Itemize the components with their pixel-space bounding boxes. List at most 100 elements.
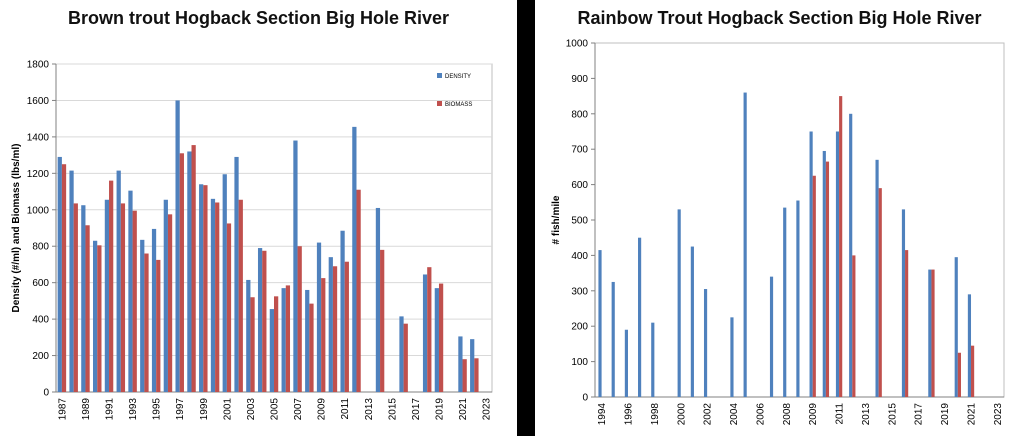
bar-density — [422, 274, 428, 392]
legend-swatch — [437, 101, 442, 106]
bar-density — [128, 190, 133, 392]
bar-density — [434, 288, 439, 392]
y-tick-label: 600 — [32, 278, 49, 289]
bar-series-0 — [954, 257, 958, 397]
bar-density — [375, 207, 381, 392]
bar-density — [163, 199, 168, 392]
x-tick-label: 2006 — [755, 403, 766, 426]
x-tick-label: 2000 — [676, 403, 687, 426]
bar-biomass — [238, 199, 243, 392]
rainbow-trout-chart: 0 100 200 300 400 500 600 700 800 900 1000 # fish/m… — [551, 39, 1005, 426]
rainbow-trout-panel: Rainbow Trout Hogback Section Big Hole R… — [535, 0, 1024, 436]
bar-series-1 — [878, 188, 882, 397]
bar-density — [93, 240, 98, 392]
x-tick-label: 1997 — [175, 398, 186, 421]
bar-biomass — [403, 323, 408, 392]
y-tick-label: 100 — [571, 357, 588, 368]
bar-density — [352, 126, 357, 392]
bar-density — [328, 257, 333, 392]
bar-biomass — [438, 283, 444, 392]
bar-density — [340, 230, 345, 392]
bar-density — [257, 248, 263, 392]
bar-density — [293, 140, 298, 392]
x-tick-label: 1987 — [57, 398, 68, 421]
x-tick-label: 2011 — [340, 398, 351, 420]
bar-biomass — [61, 164, 67, 392]
bar-density — [269, 309, 274, 392]
bar-series-0 — [901, 209, 906, 397]
bar-density — [470, 339, 475, 392]
x-tick-label: 2009 — [317, 398, 328, 421]
bar-density — [151, 228, 157, 392]
bar-biomass — [226, 223, 232, 392]
y-tick-label: 400 — [571, 251, 588, 262]
bar-biomass — [462, 359, 467, 392]
chart-title: Rainbow Trout Hogback Section Big Hole R… — [577, 8, 982, 28]
bar-density — [69, 170, 74, 392]
bar-series-1 — [931, 269, 935, 397]
x-tick-label: 2009 — [808, 403, 819, 426]
bar-biomass — [356, 189, 361, 392]
x-tick-label: 1996 — [623, 403, 634, 426]
bar-biomass — [109, 180, 114, 392]
bar-density — [458, 336, 463, 392]
bar-density — [199, 184, 204, 392]
bar-series-0 — [743, 92, 747, 397]
y-tick-label: 1000 — [566, 39, 589, 50]
bar-biomass — [215, 202, 220, 392]
bar-biomass — [120, 203, 126, 392]
x-tick-label: 1994 — [597, 403, 608, 426]
bar-density — [316, 242, 322, 392]
legend-label: DENSITY — [445, 74, 471, 80]
bar-series-0 — [809, 131, 813, 397]
bar-series-0 — [730, 317, 734, 397]
y-tick-label: 900 — [571, 74, 588, 85]
bar-series-0 — [611, 281, 615, 397]
bar-series-0 — [624, 329, 628, 397]
bar-series-1 — [812, 175, 816, 397]
x-tick-label: 2007 — [293, 398, 304, 421]
x-tick-label: 2015 — [887, 403, 898, 426]
y-tick-label: 500 — [571, 216, 588, 227]
x-tick-label: 2023 — [993, 403, 1004, 426]
y-tick-label: 1600 — [27, 96, 50, 107]
bar-density — [246, 279, 251, 392]
y-tick-label: 1400 — [27, 132, 50, 143]
x-tick-label: 2011 — [835, 403, 846, 425]
x-tick-label: 1998 — [650, 403, 661, 426]
bar-series-0 — [651, 322, 655, 397]
bar-series-0 — [783, 207, 787, 397]
bar-biomass — [250, 297, 255, 392]
y-axis-label: Density (#/ml) and Biomass (lbs/ml) — [11, 144, 22, 313]
bar-biomass — [179, 153, 184, 392]
bar-biomass — [380, 249, 385, 392]
bar-density — [57, 156, 62, 392]
brown-trout-chart: 0 200 400 600 800 1000 1200 1400 1600 1800 Density… — [11, 60, 493, 421]
y-tick-label: 0 — [43, 388, 49, 399]
x-tick-label: 2021 — [458, 398, 469, 421]
x-tick-label: 2008 — [782, 403, 793, 426]
x-tick-label: 1989 — [81, 398, 92, 421]
y-tick-label: 200 — [571, 322, 588, 333]
y-tick-label: 600 — [571, 180, 588, 191]
bar-density — [210, 198, 216, 392]
bar-biomass — [191, 145, 196, 392]
y-tick-label: 200 — [32, 351, 49, 362]
x-tick-label: 2019 — [940, 403, 951, 426]
bar-biomass — [274, 296, 279, 392]
bar-series-0 — [677, 209, 681, 397]
panel-divider — [517, 0, 535, 436]
bar-series-0 — [967, 294, 972, 397]
x-tick-label: 2015 — [387, 398, 398, 421]
bar-biomass — [85, 225, 90, 392]
x-tick-label: 2017 — [914, 403, 925, 426]
bar-density — [104, 199, 110, 392]
bar-biomass — [309, 303, 314, 392]
bar-density — [305, 289, 310, 392]
bar-biomass — [156, 259, 161, 392]
x-tick-label: 2019 — [434, 398, 445, 421]
bar-series-0 — [598, 250, 602, 397]
bar-density — [281, 288, 286, 392]
bar-series-0 — [835, 131, 840, 397]
x-tick-label: 2003 — [246, 398, 257, 421]
